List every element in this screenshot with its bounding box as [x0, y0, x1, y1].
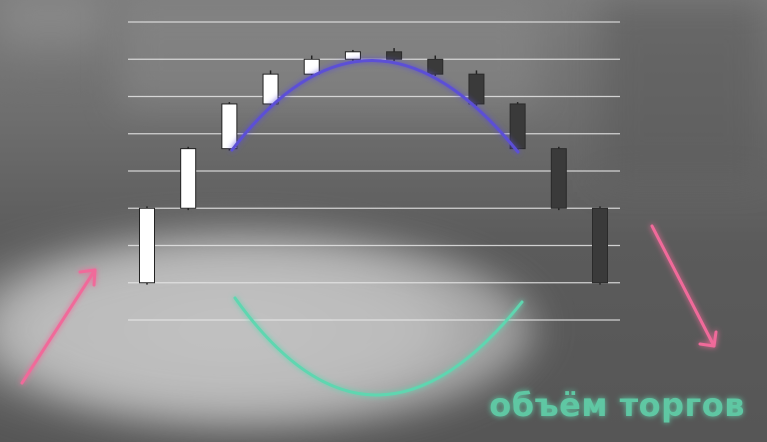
candle-9	[468, 70, 485, 106]
candle-4	[262, 70, 279, 106]
candle-body-down	[386, 51, 403, 60]
candle-body-down	[468, 73, 485, 105]
candle-10	[509, 102, 526, 151]
caption-text: объём торгов	[489, 386, 745, 424]
candle-8	[427, 55, 444, 77]
candle-body-down	[592, 207, 608, 284]
candle-2	[180, 146, 197, 211]
candle-1	[139, 206, 155, 285]
candle-11	[550, 146, 567, 211]
candle-body-down	[509, 103, 526, 150]
candle-body-up	[221, 103, 238, 150]
candle-12	[592, 206, 608, 285]
candle-body-up	[180, 148, 197, 209]
bottom-arc	[233, 296, 524, 397]
candle-7	[386, 48, 403, 62]
candle-body-down	[550, 148, 567, 209]
candle-body-up	[344, 51, 361, 60]
arrow-down-icon	[650, 224, 718, 348]
top-arc	[230, 59, 520, 154]
candle-5	[303, 55, 320, 77]
candle-body-up	[139, 207, 155, 284]
candles	[139, 48, 608, 285]
gridlines	[128, 21, 620, 321]
candle-body-down	[427, 58, 444, 75]
candle-body-up	[303, 58, 320, 75]
candle-6	[344, 49, 361, 62]
candle-3	[221, 102, 238, 151]
arrow-up-icon	[20, 268, 97, 385]
candle-body-up	[262, 73, 279, 105]
